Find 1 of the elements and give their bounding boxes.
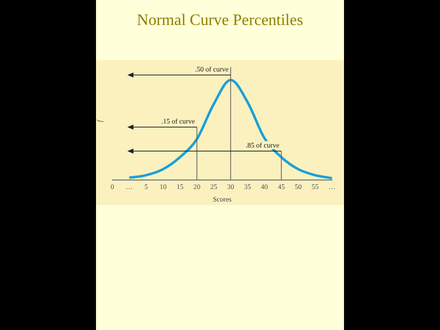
chart-title: Normal Curve Percentiles	[136, 12, 304, 30]
